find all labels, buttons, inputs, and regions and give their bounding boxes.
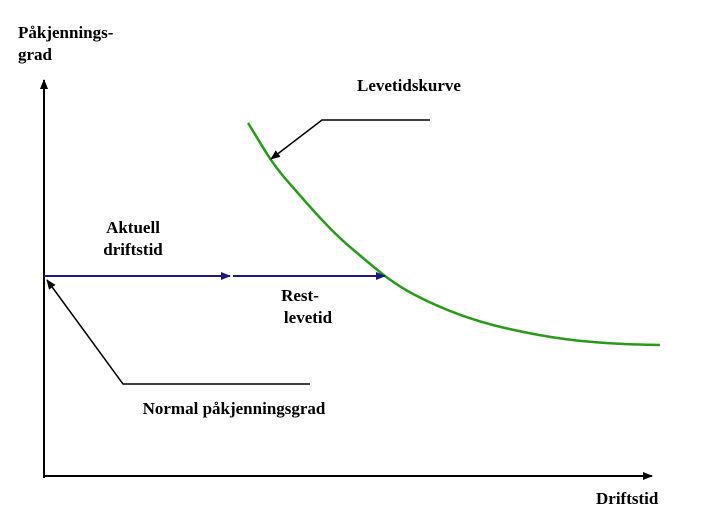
normal-leader — [46, 279, 310, 385]
current-label: Aktuell — [106, 218, 160, 237]
remaining-label: Rest- — [281, 286, 319, 305]
remaining-label: levetid — [284, 308, 333, 327]
y-axis-label: Påkjennings- — [18, 23, 114, 42]
current-label: driftstid — [103, 240, 163, 259]
curve-leader — [270, 119, 430, 160]
x-axis-label: Driftstid — [596, 489, 659, 508]
curve-label: Levetidskurve — [357, 76, 461, 95]
lifetime-curve — [246, 122, 661, 347]
y-axis-label: grad — [18, 45, 53, 64]
normal-label: Normal påkjenningsgrad — [143, 399, 326, 418]
